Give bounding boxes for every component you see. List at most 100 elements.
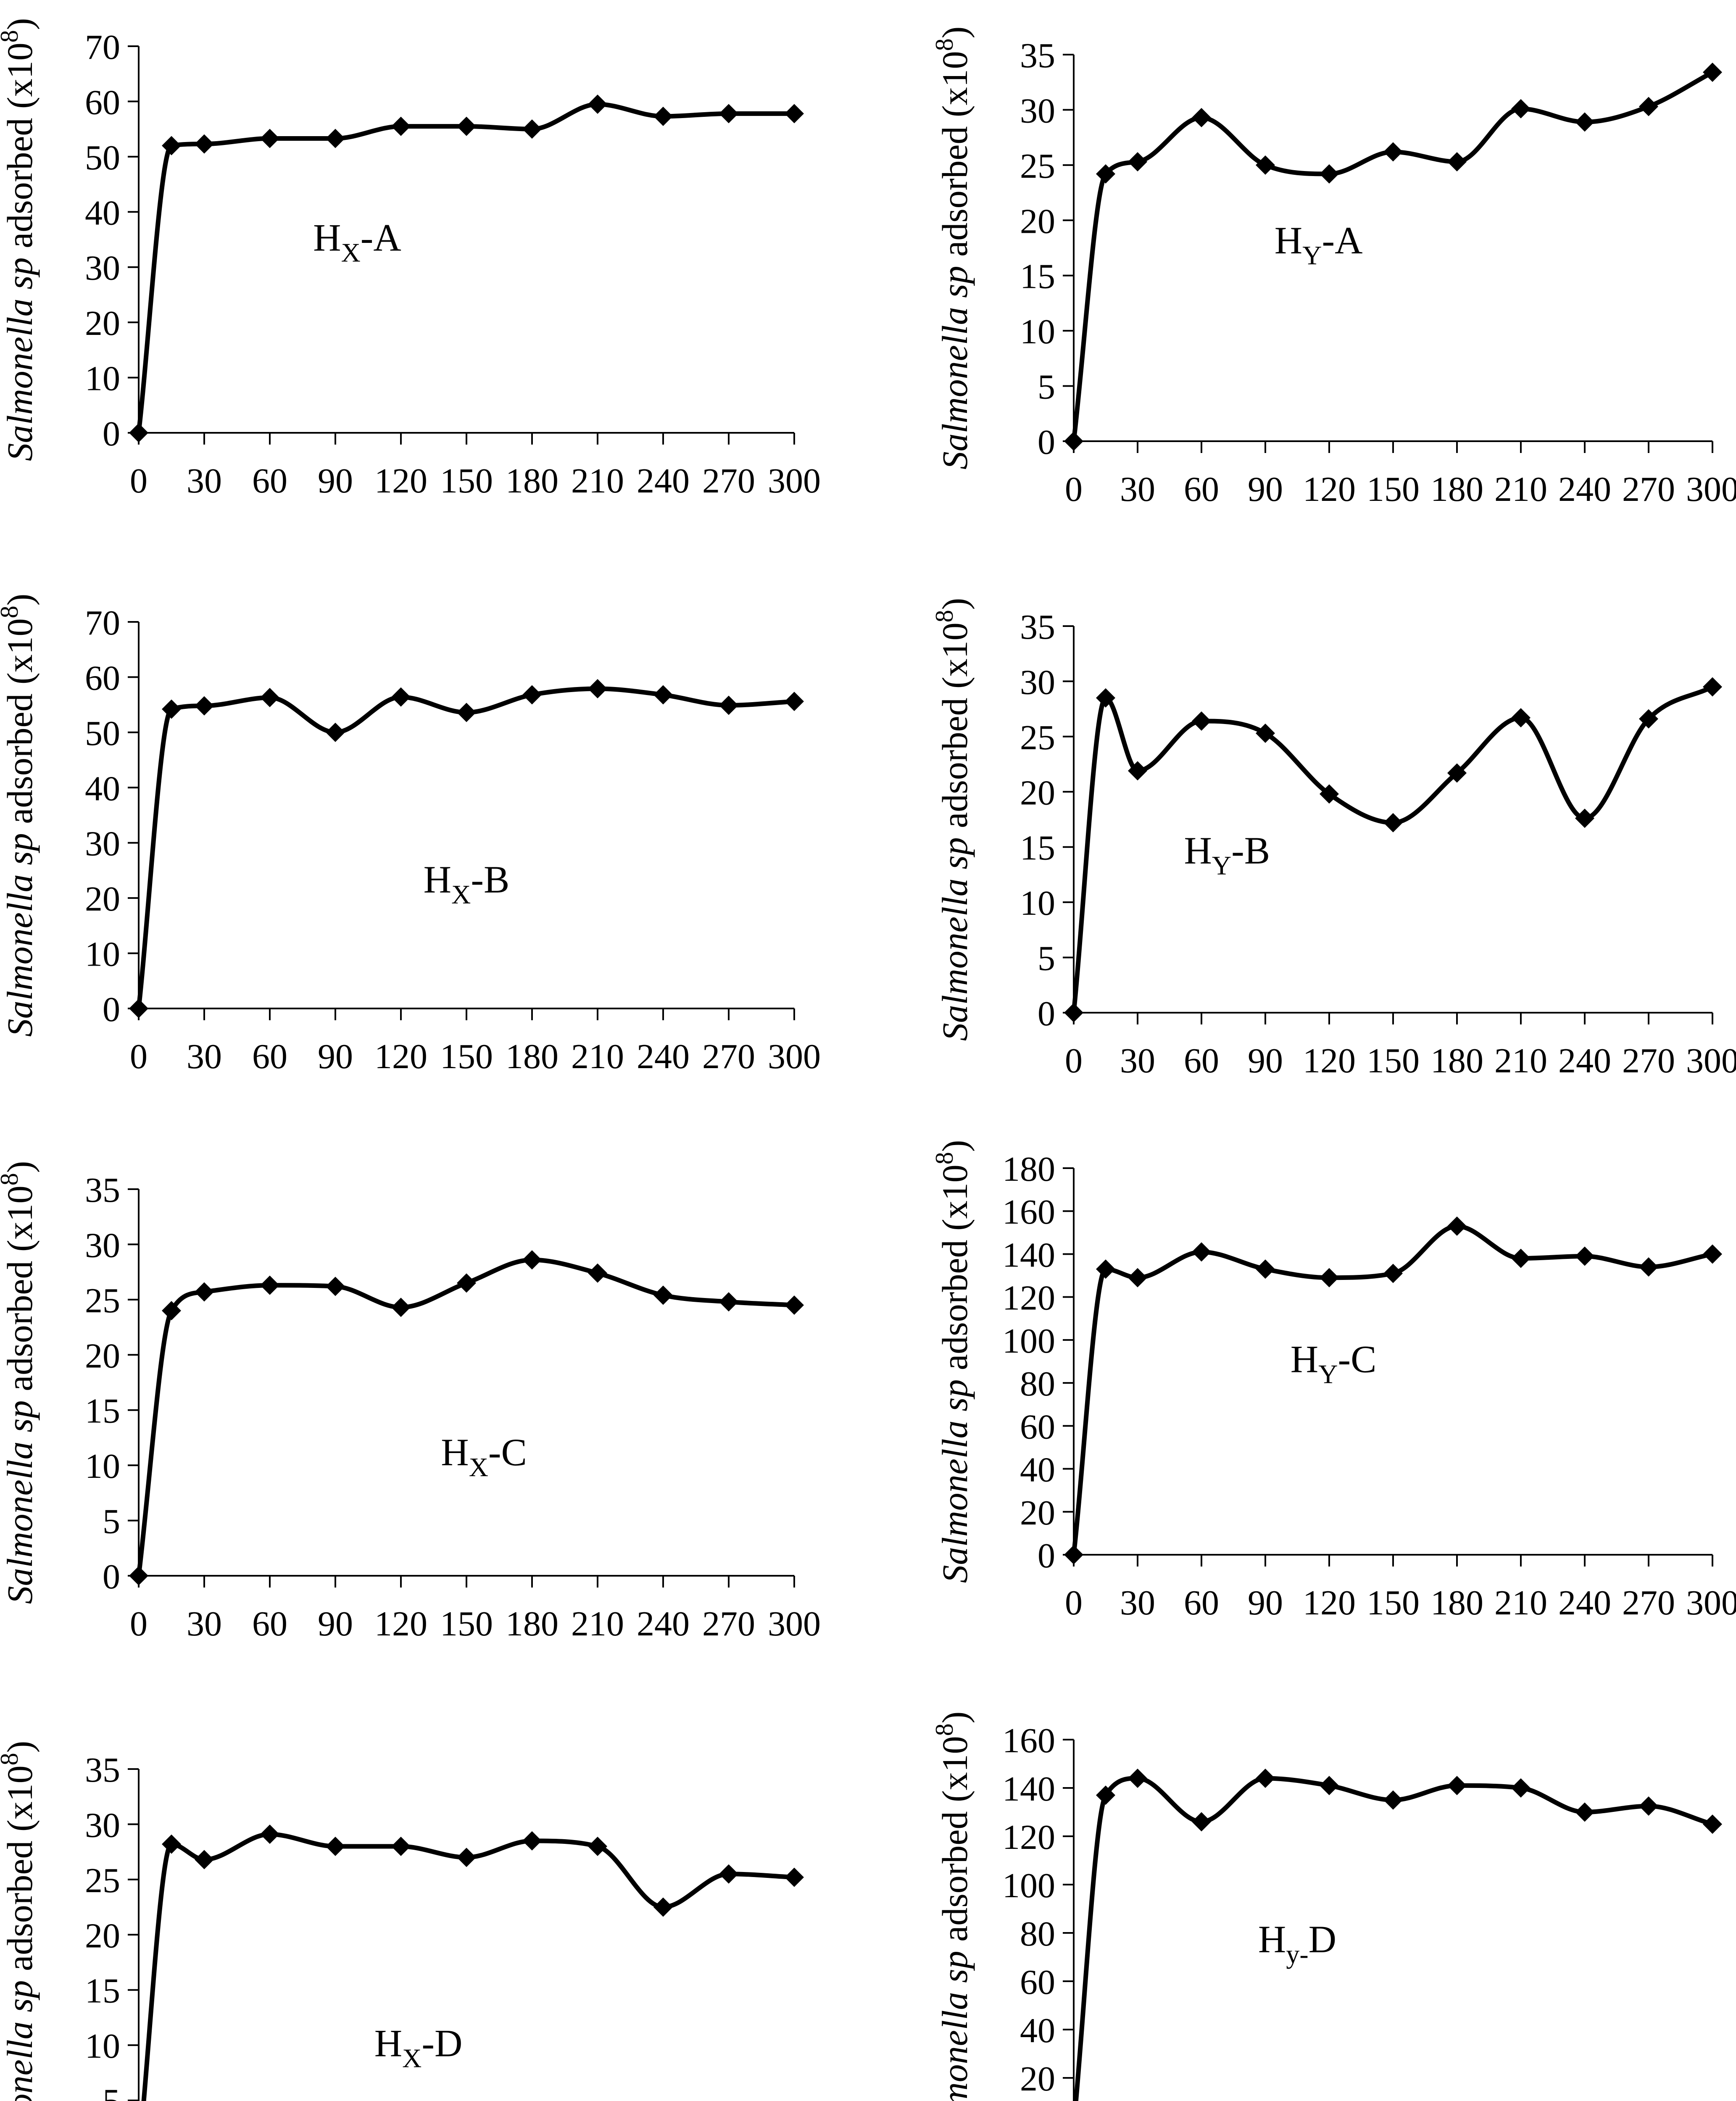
data-points-hy-d xyxy=(1096,1769,1722,1834)
svg-text:0: 0 xyxy=(130,461,148,500)
svg-text:180: 180 xyxy=(1002,1150,1055,1189)
svg-text:0: 0 xyxy=(1065,1583,1083,1622)
series-label-hy-a: HY-A xyxy=(1275,219,1363,270)
svg-text:70: 70 xyxy=(85,603,120,642)
svg-text:150: 150 xyxy=(440,1604,493,1643)
y-tick-labels: 0 5 10 15 20 25 30 35 xyxy=(1020,608,1074,1033)
series-line-hx-a xyxy=(136,102,797,435)
svg-text:60: 60 xyxy=(252,1604,287,1643)
svg-text:120: 120 xyxy=(1002,1279,1055,1318)
svg-text:150: 150 xyxy=(1367,470,1420,509)
svg-text:300: 300 xyxy=(768,1604,821,1643)
svg-text:15: 15 xyxy=(1020,257,1055,296)
svg-text:30: 30 xyxy=(187,461,222,500)
svg-text:60: 60 xyxy=(1184,470,1219,509)
svg-text:140: 140 xyxy=(1002,1235,1055,1274)
svg-text:50: 50 xyxy=(85,714,120,753)
svg-text:10: 10 xyxy=(85,359,120,398)
y-axis-title-hx-a: Salmonella sp adsorbed (x108) xyxy=(0,18,40,461)
svg-text:30: 30 xyxy=(85,1806,120,1845)
svg-text:10: 10 xyxy=(85,2027,120,2066)
svg-text:60: 60 xyxy=(1184,1041,1219,1080)
svg-text:20: 20 xyxy=(85,304,120,343)
svg-text:160: 160 xyxy=(1002,1193,1055,1232)
svg-text:0: 0 xyxy=(103,1557,120,1596)
svg-text:10: 10 xyxy=(85,1447,120,1486)
svg-text:40: 40 xyxy=(85,769,120,808)
series-label-hx-b: HX-B xyxy=(424,858,510,909)
svg-text:35: 35 xyxy=(1020,36,1055,75)
y-axis-title-hy-a: Salmonella sp adsorbed (x108) xyxy=(935,26,975,470)
data-points-hx-b xyxy=(129,679,804,1018)
svg-text:30: 30 xyxy=(1120,1041,1155,1080)
svg-text:240: 240 xyxy=(637,1037,690,1076)
svg-text:20: 20 xyxy=(85,1916,120,1955)
svg-text:120: 120 xyxy=(1303,1583,1356,1622)
svg-text:50: 50 xyxy=(85,138,120,177)
svg-text:60: 60 xyxy=(85,83,120,122)
svg-text:150: 150 xyxy=(440,461,493,500)
svg-text:40: 40 xyxy=(1020,2011,1055,2050)
svg-text:30: 30 xyxy=(85,824,120,864)
svg-text:35: 35 xyxy=(85,1171,120,1210)
x-tick-labels: 0 30 60 90 120 150 180 210 240 270 300 xyxy=(130,433,821,500)
svg-text:210: 210 xyxy=(1494,1583,1547,1622)
svg-text:15: 15 xyxy=(85,1972,120,2011)
svg-text:210: 210 xyxy=(1494,1041,1547,1080)
svg-text:10: 10 xyxy=(1020,312,1055,351)
svg-text:20: 20 xyxy=(1020,202,1055,241)
svg-text:5: 5 xyxy=(1038,368,1055,407)
svg-text:240: 240 xyxy=(1558,470,1611,509)
y-axis-title-hy-d: Salmonella sp adsorbed (x108) xyxy=(935,1711,975,2101)
series-line-hx-b xyxy=(136,686,797,1011)
svg-text:270: 270 xyxy=(1622,1041,1675,1080)
series-line-hy-a xyxy=(1071,70,1715,444)
x-tick-labels: 0 30 60 90 120 150 180 210 240 270 300 xyxy=(130,1008,821,1076)
series-label-hx-d: HX-D xyxy=(374,2022,463,2073)
svg-text:60: 60 xyxy=(252,1037,287,1076)
svg-text:90: 90 xyxy=(1248,470,1283,509)
svg-text:300: 300 xyxy=(1686,470,1736,509)
svg-text:20: 20 xyxy=(1020,773,1055,812)
svg-text:60: 60 xyxy=(1184,1583,1219,1622)
svg-text:30: 30 xyxy=(187,1604,222,1643)
svg-text:0: 0 xyxy=(103,414,120,453)
svg-text:25: 25 xyxy=(1020,147,1055,186)
svg-text:25: 25 xyxy=(85,1861,120,1900)
svg-text:150: 150 xyxy=(1367,1583,1420,1622)
svg-text:90: 90 xyxy=(318,1604,353,1643)
chart-hx-b: 0 10 20 30 40 50 60 70 0 30 60 90 120 150 180 210 240 270… xyxy=(0,584,832,1156)
data-points-hx-d xyxy=(162,1825,804,1917)
svg-text:20: 20 xyxy=(1020,2059,1055,2098)
data-points-hy-a xyxy=(1064,63,1722,451)
svg-text:30: 30 xyxy=(85,249,120,288)
svg-text:60: 60 xyxy=(85,658,120,698)
svg-text:120: 120 xyxy=(374,1037,427,1076)
svg-text:240: 240 xyxy=(637,1604,690,1643)
svg-text:5: 5 xyxy=(103,1502,120,1541)
svg-text:90: 90 xyxy=(1248,1583,1283,1622)
svg-text:0: 0 xyxy=(1038,994,1055,1033)
svg-text:20: 20 xyxy=(85,879,120,919)
svg-text:25: 25 xyxy=(1020,718,1055,757)
chart-svg-hy-d: 0204060801001201401600306090120150180210… xyxy=(930,1711,1722,2101)
svg-text:300: 300 xyxy=(768,461,821,500)
svg-text:300: 300 xyxy=(1686,1041,1736,1080)
svg-text:30: 30 xyxy=(1020,91,1055,130)
svg-text:120: 120 xyxy=(1303,1041,1356,1080)
svg-text:180: 180 xyxy=(506,1037,558,1076)
svg-text:180: 180 xyxy=(1430,1041,1483,1080)
y-axis-title-hx-b: Salmonella sp adsorbed (x108) xyxy=(0,594,40,1037)
chart-svg-hx-c: 0 5 10 15 20 25 30 35 0 30 60 90 120 150 180 210 240 270 3… xyxy=(0,1161,821,1643)
svg-text:25: 25 xyxy=(85,1281,120,1320)
svg-text:30: 30 xyxy=(1020,663,1055,702)
svg-text:40: 40 xyxy=(1020,1451,1055,1490)
svg-text:210: 210 xyxy=(1494,470,1547,509)
svg-text:180: 180 xyxy=(1430,470,1483,509)
data-points-hy-b xyxy=(1064,677,1722,1022)
svg-text:270: 270 xyxy=(1622,1583,1675,1622)
series-label-hy-c: HY-C xyxy=(1291,1338,1377,1389)
